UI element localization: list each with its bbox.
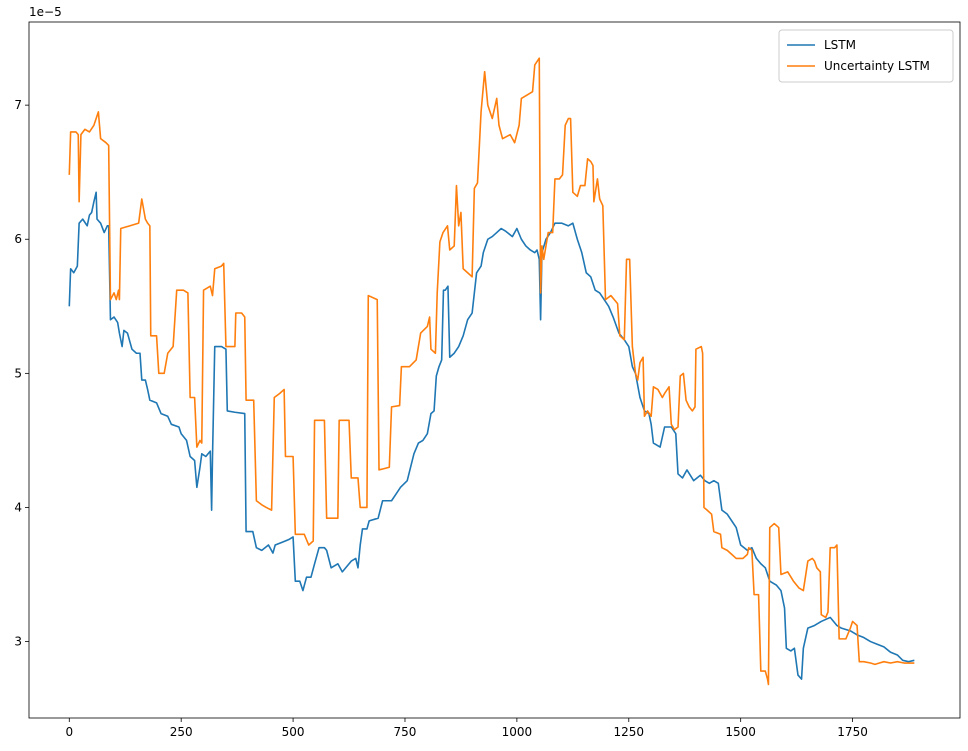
series-layer bbox=[68, 57, 915, 686]
x-tick-label: 0 bbox=[65, 725, 73, 739]
y-tick-label: 4 bbox=[14, 500, 22, 514]
y-tick-label: 6 bbox=[14, 232, 22, 246]
x-tick-label: 1750 bbox=[837, 725, 868, 739]
legend: LSTM Uncertainty LSTM bbox=[778, 29, 954, 83]
y-axis: 3 4 5 6 7 bbox=[14, 98, 29, 649]
x-tick-label: 1250 bbox=[614, 725, 645, 739]
x-tick-label: 1500 bbox=[725, 725, 756, 739]
legend-box bbox=[778, 29, 954, 83]
y-tick-label: 7 bbox=[14, 98, 22, 112]
x-tick-label: 250 bbox=[170, 725, 193, 739]
series-line-0 bbox=[68, 191, 915, 680]
x-axis: 0 250 500 750 1000 1250 1500 1750 bbox=[65, 718, 868, 739]
y-tick-label: 3 bbox=[14, 635, 22, 649]
x-tick-label: 750 bbox=[394, 725, 417, 739]
plot-frame bbox=[28, 21, 961, 719]
series-line-1 bbox=[68, 57, 915, 686]
y-tick-label: 5 bbox=[14, 366, 22, 380]
legend-label-0: LSTM bbox=[824, 38, 856, 52]
x-tick-label: 500 bbox=[282, 725, 305, 739]
legend-label-1: Uncertainty LSTM bbox=[824, 59, 930, 73]
x-tick-label: 1000 bbox=[502, 725, 533, 739]
y-offset-label: 1e−5 bbox=[29, 5, 62, 19]
